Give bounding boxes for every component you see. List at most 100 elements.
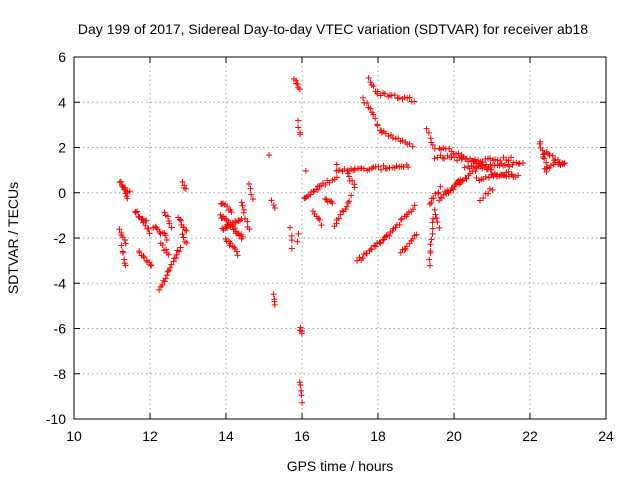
data-point <box>480 194 487 201</box>
data-point <box>181 226 188 233</box>
data-point <box>170 258 177 265</box>
data-point <box>547 162 554 169</box>
data-point <box>161 209 168 216</box>
data-point <box>161 278 168 285</box>
data-point <box>438 195 445 202</box>
data-point <box>374 90 381 97</box>
y-tick-label: 2 <box>58 140 66 156</box>
data-point <box>428 236 435 243</box>
data-point <box>354 257 361 264</box>
data-point <box>426 256 433 263</box>
data-point <box>501 162 508 169</box>
data-point <box>368 165 375 172</box>
data-point <box>388 92 395 99</box>
data-point <box>479 159 486 166</box>
data-point <box>166 220 173 227</box>
data-point <box>339 207 346 214</box>
x-tick-label: 22 <box>522 428 538 444</box>
data-point <box>164 272 171 279</box>
data-point <box>346 198 353 205</box>
data-point <box>461 164 468 171</box>
data-point <box>425 129 432 136</box>
data-point <box>135 213 142 220</box>
data-point <box>132 209 139 216</box>
data-point <box>451 154 458 161</box>
data-point <box>124 195 131 202</box>
data-point <box>430 215 437 222</box>
data-point <box>298 330 305 337</box>
data-point <box>463 175 470 182</box>
data-point <box>376 239 383 246</box>
data-point <box>249 196 256 203</box>
data-point <box>288 245 295 252</box>
data-points <box>116 74 568 406</box>
data-point <box>265 152 272 159</box>
data-point <box>295 230 302 237</box>
data-point <box>296 86 303 93</box>
data-point <box>497 157 504 164</box>
data-point <box>430 195 437 202</box>
data-point <box>227 240 234 247</box>
data-point <box>126 188 133 195</box>
data-point <box>122 262 129 269</box>
data-point <box>139 216 146 223</box>
data-point <box>116 226 123 233</box>
data-point <box>164 213 171 220</box>
data-point <box>479 165 486 172</box>
data-point <box>543 168 550 175</box>
data-point <box>450 186 457 193</box>
data-point <box>359 255 366 262</box>
data-point <box>288 237 295 244</box>
data-point <box>395 135 402 142</box>
data-point <box>391 91 398 98</box>
data-point <box>218 200 225 207</box>
data-point <box>349 177 356 184</box>
data-point <box>435 189 442 196</box>
data-point <box>163 237 170 244</box>
data-point <box>406 94 413 101</box>
data-point <box>297 131 304 138</box>
data-point <box>296 379 303 386</box>
y-tick-label: -6 <box>54 321 67 337</box>
data-point <box>270 202 277 209</box>
data-point <box>431 206 438 213</box>
data-point <box>167 264 174 271</box>
data-point <box>366 166 373 173</box>
data-point <box>367 79 374 86</box>
data-point <box>346 173 353 180</box>
data-point <box>405 164 412 171</box>
data-point <box>429 230 436 237</box>
data-point <box>322 181 329 188</box>
x-tick-label: 14 <box>218 428 234 444</box>
data-point <box>515 160 522 167</box>
data-point <box>476 197 483 204</box>
data-point <box>168 261 175 268</box>
data-point <box>168 224 175 231</box>
data-point <box>153 224 160 231</box>
data-point <box>381 90 388 97</box>
data-point <box>546 164 553 171</box>
data-point <box>162 232 169 239</box>
data-point <box>486 185 493 192</box>
data-point <box>520 159 527 166</box>
y-tick-label: 6 <box>58 49 66 65</box>
data-point <box>401 94 408 101</box>
data-point <box>513 159 520 166</box>
data-point <box>335 215 342 222</box>
data-point <box>314 186 321 193</box>
data-point <box>268 197 275 204</box>
data-point <box>134 208 141 215</box>
data-point <box>322 195 329 202</box>
data-point <box>231 225 238 232</box>
data-point <box>297 382 304 389</box>
data-point <box>434 219 441 226</box>
data-point <box>295 124 302 131</box>
data-point <box>427 241 434 248</box>
data-point <box>294 80 301 87</box>
data-point <box>287 224 294 231</box>
data-point <box>343 203 350 210</box>
data-point <box>406 140 413 147</box>
data-point <box>159 282 166 289</box>
data-point <box>156 286 163 293</box>
data-point <box>440 191 447 198</box>
